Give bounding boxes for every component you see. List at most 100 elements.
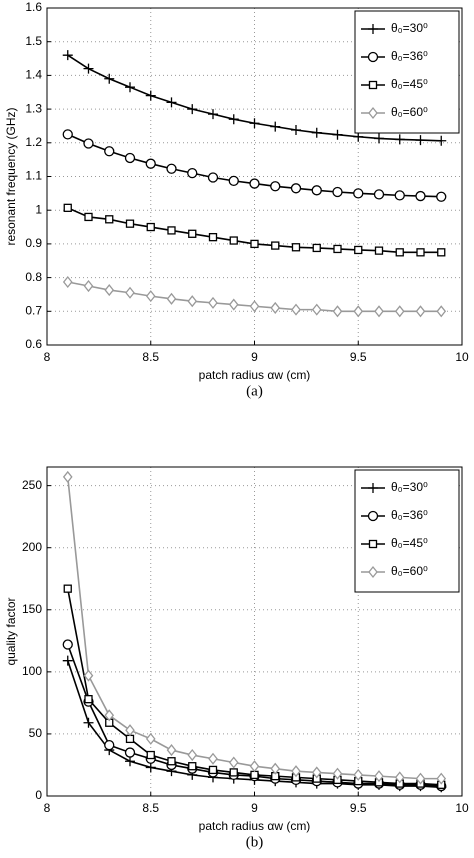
marker <box>436 135 447 146</box>
marker <box>437 248 446 257</box>
marker <box>250 770 259 780</box>
marker <box>62 655 73 666</box>
y-tick-label: 0.6 <box>25 337 42 351</box>
marker <box>124 152 136 164</box>
marker <box>353 768 364 781</box>
marker <box>291 243 301 252</box>
marker <box>395 248 404 257</box>
marker <box>62 275 73 289</box>
marker <box>187 104 198 115</box>
marker <box>83 669 94 682</box>
marker <box>374 305 384 318</box>
legend-label: θ₀=45⁰ <box>391 536 428 550</box>
marker <box>290 183 302 194</box>
marker <box>125 756 135 767</box>
marker <box>249 118 260 129</box>
y-tick-label: 0.9 <box>25 236 42 250</box>
marker <box>291 303 301 316</box>
legend-label: θ₀=45⁰ <box>391 77 428 91</box>
marker <box>188 229 197 238</box>
marker <box>436 772 447 785</box>
y-tick-label: 1.6 <box>25 0 42 14</box>
marker <box>83 138 94 149</box>
marker <box>415 190 426 202</box>
marker <box>104 146 115 157</box>
marker <box>332 305 343 318</box>
marker <box>333 244 342 254</box>
x-tick-label: 10 <box>455 801 469 815</box>
marker <box>228 175 239 187</box>
marker <box>394 134 405 145</box>
legend-marker <box>368 539 378 549</box>
y-tick-label: 1.4 <box>25 68 42 82</box>
marker <box>145 90 156 101</box>
marker <box>229 768 238 777</box>
x-tick-label: 8 <box>44 801 51 815</box>
y-tick-label: 250 <box>22 478 42 492</box>
marker <box>62 129 73 140</box>
marker <box>83 717 94 728</box>
marker <box>187 748 198 762</box>
legend-label: θ₀=36⁰ <box>391 508 428 522</box>
y-axis-label: resonant frequency (GHz) <box>4 107 18 245</box>
marker <box>311 127 322 138</box>
marker <box>394 305 405 318</box>
x-tick-label: 9 <box>251 350 258 364</box>
marker <box>145 762 156 773</box>
marker <box>104 709 115 722</box>
legend-marker <box>367 51 379 63</box>
marker <box>208 233 218 242</box>
marker <box>436 305 447 318</box>
x-tick-label: 8.5 <box>142 350 159 364</box>
marker <box>145 732 156 745</box>
x-axis-label: patch radius αw (cm) <box>199 819 311 833</box>
marker <box>167 226 176 235</box>
marker <box>415 135 426 146</box>
x-axis-label: patch radius αw (cm) <box>199 368 311 382</box>
y-tick-label: 150 <box>22 602 42 616</box>
legend-label: θ₀=30⁰ <box>391 480 428 494</box>
legend-label: θ₀=30⁰ <box>391 21 428 35</box>
marker <box>270 121 281 132</box>
marker <box>312 243 321 253</box>
marker <box>229 236 238 245</box>
marker <box>187 295 198 308</box>
marker <box>374 246 384 255</box>
marker <box>270 762 281 775</box>
plot-frame <box>46 7 463 346</box>
marker <box>311 766 322 779</box>
marker <box>63 203 72 212</box>
marker <box>105 215 114 224</box>
marker <box>208 109 218 120</box>
legend-marker <box>368 24 378 34</box>
marker <box>249 300 260 313</box>
marker <box>63 584 72 593</box>
y-tick-label: 100 <box>22 664 42 678</box>
marker <box>249 178 260 189</box>
marker <box>228 756 239 769</box>
marker <box>125 286 135 299</box>
y-tick-label: 1.3 <box>25 101 42 115</box>
legend-marker <box>368 483 378 493</box>
marker <box>83 279 94 293</box>
marker <box>83 63 94 74</box>
marker <box>125 82 135 93</box>
marker <box>415 305 426 318</box>
marker <box>394 190 405 201</box>
marker <box>208 752 218 765</box>
marker <box>373 189 385 200</box>
marker <box>332 129 343 140</box>
marker <box>291 124 301 135</box>
marker <box>291 765 301 778</box>
y-tick-label: 0.8 <box>25 270 42 284</box>
marker <box>250 239 259 249</box>
marker <box>62 470 73 483</box>
marker <box>311 303 322 316</box>
marker <box>332 186 343 198</box>
marker <box>145 290 156 303</box>
marker <box>270 301 281 314</box>
plot-frame <box>46 466 463 797</box>
marker <box>62 639 73 650</box>
